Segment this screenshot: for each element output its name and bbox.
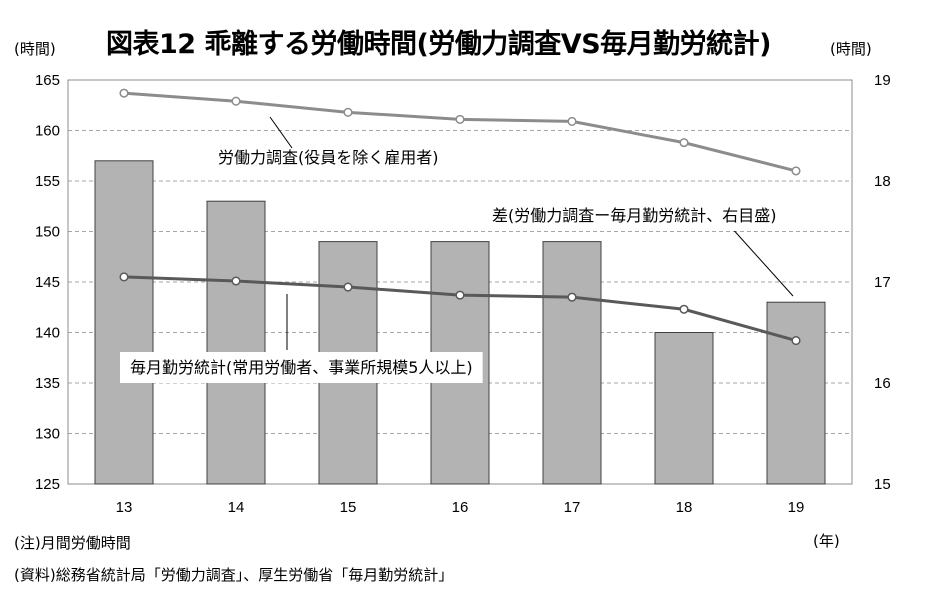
data-point [455,290,465,300]
right-tick-label: 19 [874,72,891,89]
bar-difference [766,301,826,485]
left-tick-label: 150 [35,224,60,241]
right-tick-label: 15 [874,476,891,493]
data-point [455,114,465,124]
bar-difference [94,160,154,485]
data-point [119,272,129,282]
data-point [343,107,353,117]
annotation-difference-background [482,200,787,231]
right-axis-unit: (時間) [830,40,872,58]
left-tick-label: 165 [35,72,60,89]
left-tick-label: 125 [35,476,60,493]
x-tick-label: 16 [452,499,469,516]
x-tick-label: 19 [788,499,805,516]
leader-line-difference [729,225,794,297]
bar-difference [206,200,266,485]
data-point [231,96,241,106]
left-axis-unit: (時間) [14,40,56,58]
bar-difference [542,241,602,485]
left-tick-label: 130 [35,426,60,443]
data-point [343,282,353,292]
left-tick-label: 160 [35,123,60,140]
data-point [119,88,129,98]
x-tick-label: 15 [340,499,357,516]
right-tick-label: 18 [874,173,891,190]
data-point [791,336,801,346]
data-point [679,138,689,148]
leader-line-labor-force [269,116,293,149]
data-point [791,166,801,176]
data-point [567,116,577,126]
data-point [679,304,689,314]
annotation-labor-force: 労働力調査(役員を除く雇用者) [218,148,439,167]
right-tick-label: 16 [874,375,891,392]
left-tick-label: 155 [35,173,60,190]
left-tick-label: 140 [35,325,60,342]
left-tick-label: 135 [35,375,60,392]
chart-title: 図表12 乖離する労働時間(労働力調査VS毎月勤労統計) [106,29,772,60]
right-tick-label: 17 [874,274,891,291]
bar-difference [654,332,714,485]
data-point [231,276,241,286]
left-tick-label: 145 [35,274,60,291]
note-line: (注)月間労働時間 [14,534,131,552]
annotation-monthly-labour: 毎月勤労統計(常用労働者、事業所規模5人以上) [130,358,473,377]
x-tick-label: 14 [228,499,245,516]
annotation-monthly-labour-background [120,352,483,383]
annotation-difference: 差(労働力調査ー毎月勤労統計、右目盛) [492,206,777,225]
x-tick-label: 18 [676,499,693,516]
x-tick-label: 13 [116,499,133,516]
data-point [567,292,577,302]
x-tick-label: 17 [564,499,581,516]
x-axis-unit: (年) [813,532,840,550]
source-line: (資料)総務省統計局「労働力調査」、厚生労働省「毎月勤労統計」 [14,566,454,584]
